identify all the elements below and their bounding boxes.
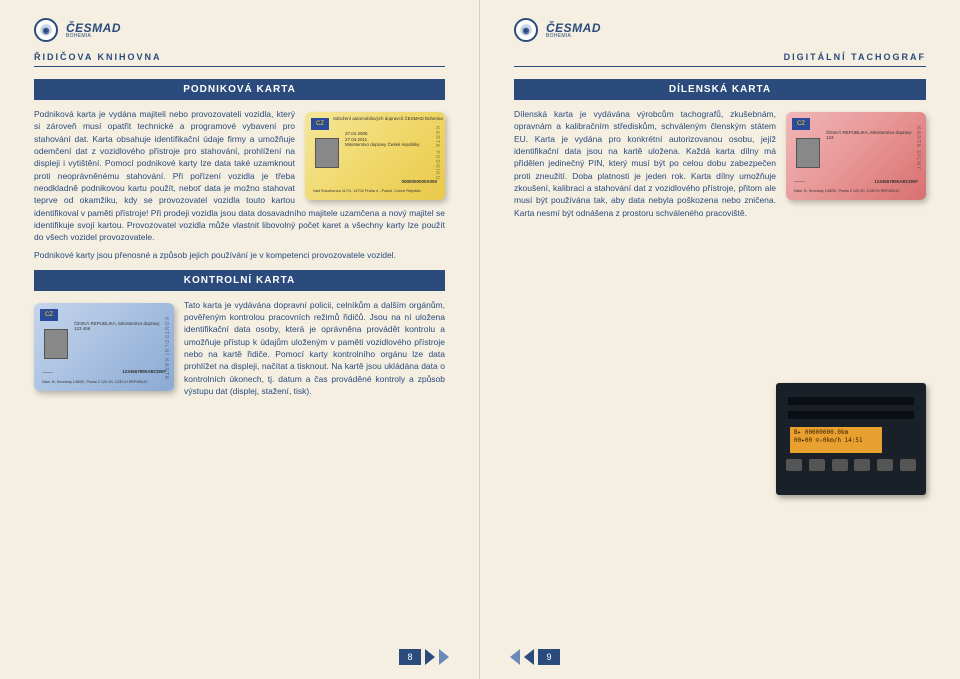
section-label-right: DIGITÁLNÍ TACHOGRAF (514, 52, 926, 62)
tacho-btn-3 (832, 459, 848, 471)
card-kontrolni: CZ ČESKÁ REPUBLIKA, Ministerstvo dopravy… (34, 303, 174, 391)
pagenum-right: 9 (538, 649, 560, 665)
card-dilenska: CZ ČESKÁ REPUBLIKA, Ministerstvo dopravy… (786, 112, 926, 200)
tacho-block: B▸ 00000000.0km 00▸00 ☺☆0km/h 14:51 (514, 379, 926, 499)
card-red-side: KARTA DÍLNY (915, 126, 921, 170)
page-left: ◉ ČESMAD BOHEMIA ŘIDIČOVA KNIHOVNA PODNI… (0, 0, 480, 679)
tacho-btn-2 (809, 459, 825, 471)
footer-nav-right: 9 (510, 649, 560, 665)
page-right: ◉ ČESMAD BOHEMIA DIGITÁLNÍ TACHOGRAF DÍL… (480, 0, 960, 679)
heading-dilenska: DÍLENSKÁ KARTA (514, 79, 926, 100)
header-left: ◉ ČESMAD BOHEMIA (34, 18, 445, 42)
card-red-serial: 1234567890ABCDEF (874, 179, 918, 184)
brand-block: ČESMAD BOHEMIA (66, 21, 121, 39)
card-yellow-side: KARTA PODNIKU (434, 126, 440, 180)
eu-flag-icon-3: CZ (792, 118, 810, 130)
card-yellow-title: Sdružení automobilových dopravců ČESMAD … (333, 116, 441, 121)
tacho-btn-1 (786, 459, 802, 471)
section-label-left: ŘIDIČOVA KNIHOVNA (34, 52, 445, 62)
card-photo-icon-3 (796, 138, 820, 168)
brand-block-2: ČESMAD BOHEMIA (546, 21, 601, 39)
arrow-right-icon-2 (439, 649, 449, 665)
tacho-line-1: B▸ 00000000.0km (794, 429, 878, 437)
arrow-right-icon (425, 649, 435, 665)
two-col-right: DÍLENSKÁ KARTA CZ ČESKÁ REPUBLIKA, Minis… (514, 79, 926, 219)
tacho-screen: B▸ 00000000.0km 00▸00 ☺☆0km/h 14:51 (790, 427, 882, 453)
tacho-btn-4 (854, 459, 870, 471)
tachograph-device: B▸ 00000000.0km 00▸00 ☺☆0km/h 14:51 (776, 383, 926, 495)
header-right: ◉ ČESMAD BOHEMIA (514, 18, 926, 42)
card-blue-sig: ~~~~ (42, 371, 53, 377)
card-blue-num: 123 456 (74, 326, 170, 331)
card-blue-addr: Nám. B. Smetany 148/52, Praha 2 120 00, … (42, 380, 148, 385)
card-yellow-content: CZ Sdružení automobilových dopravců ČESM… (309, 116, 441, 196)
text-kontrolni-wrap: CZ ČESKÁ REPUBLIKA, Ministerstvo dopravy… (34, 299, 445, 398)
heading-kontrolni: KONTROLNÍ KARTA (34, 270, 445, 291)
tacho-btn-6 (900, 459, 916, 471)
text-podnikova-wrap: CZ Sdružení automobilových dopravců ČESM… (34, 108, 445, 243)
col-left-top: PODNIKOVÁ KARTA CZ Sdružení automobilový… (34, 79, 445, 262)
card-red-title: ČESKÁ REPUBLIKA, Ministerstvo dopravy (826, 130, 922, 135)
eu-flag-icon: CZ (311, 118, 329, 130)
eu-flag-icon-2: CZ (40, 309, 58, 321)
heading-podnikova: PODNIKOVÁ KARTA (34, 79, 445, 100)
card-red-num: 123 (826, 135, 922, 140)
text-kontrolni: Tato karta je vydávána dopravní policii,… (184, 300, 445, 396)
tacho-buttons (786, 459, 916, 471)
card-red-content: CZ ČESKÁ REPUBLIKA, Ministerstvo dopravy… (790, 116, 922, 196)
card-blue-content: CZ ČESKÁ REPUBLIKA, Ministerstvo dopravy… (38, 307, 170, 387)
card-yellow-issuer: Ministerstvo dopravy České republiky (345, 142, 441, 147)
card-photo-icon-2 (44, 329, 68, 359)
card-yellow-addr: Nad Sokolovnou 117/1, 14700 Praha 4 - Po… (313, 189, 421, 194)
tacho-btn-5 (877, 459, 893, 471)
cesmad-logo-icon-2: ◉ (514, 18, 538, 42)
arrow-left-icon-2 (510, 649, 520, 665)
card-red-addr: Nám. B. Smetany 148/52, Praha 2 120 00, … (794, 189, 900, 194)
arrow-left-icon (524, 649, 534, 665)
card-podnikova: CZ Sdružení automobilových dopravců ČESM… (305, 112, 445, 200)
card-blue-side: KONTROLNÍ KARTA (163, 317, 169, 380)
tacho-slot-2 (788, 411, 914, 419)
col-right-top: DÍLENSKÁ KARTA CZ ČESKÁ REPUBLIKA, Minis… (514, 79, 926, 219)
pagenum-left: 8 (399, 649, 421, 665)
footer-nav-left: 8 (399, 649, 449, 665)
cesmad-logo-icon: ◉ (34, 18, 58, 42)
card-blue-serial: 1234567890ABCDEF (122, 369, 166, 374)
two-col-top: PODNIKOVÁ KARTA CZ Sdružení automobilový… (34, 79, 445, 262)
tacho-line-2: 00▸00 ☺☆0km/h 14:51 (794, 437, 878, 445)
rule-right (514, 66, 926, 67)
tacho-slot-1 (788, 397, 914, 405)
text-podnikova-2: Podnikové karty jsou přenosné a způsob j… (34, 249, 445, 261)
card-red-sig: ~~~~ (794, 180, 805, 186)
text-dilenska-wrap: CZ ČESKÁ REPUBLIKA, Ministerstvo dopravy… (514, 108, 926, 219)
card-yellow-serial: 0000000000X000 (401, 179, 437, 184)
card-photo-icon (315, 138, 339, 168)
text-dilenska: Dílenská karta je vydávána výrobcům tach… (514, 109, 776, 218)
rule-left (34, 66, 445, 67)
